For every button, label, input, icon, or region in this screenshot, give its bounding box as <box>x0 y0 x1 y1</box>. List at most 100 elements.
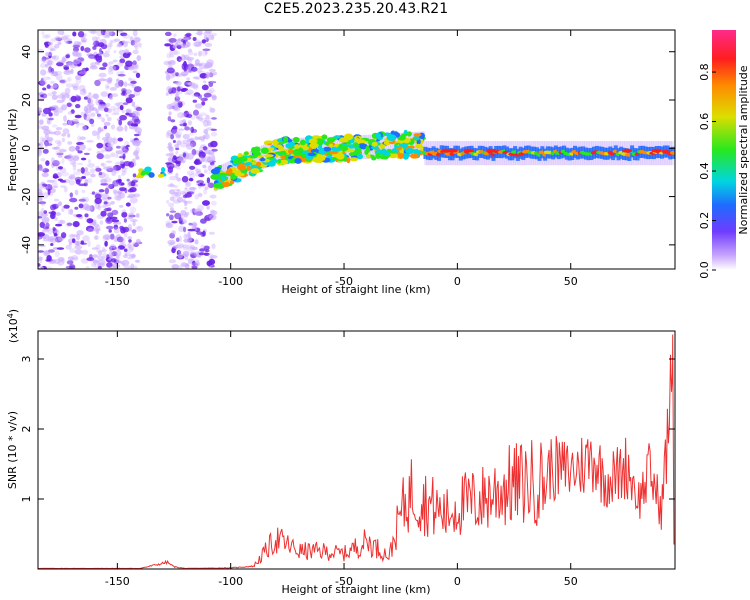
spectrogram-cell <box>256 161 262 167</box>
spectrogram-cell <box>68 241 72 246</box>
colorbar-tick-label: 0.6 <box>698 113 711 130</box>
spectrogram-cell <box>68 173 76 180</box>
spectrogram-cell <box>67 256 74 261</box>
spectrogram-cell <box>118 191 122 196</box>
spectrogram-cell <box>136 225 144 232</box>
spectrogram-cell <box>44 141 48 148</box>
spectrogram-cell <box>94 61 100 65</box>
spectrogram-cell <box>120 261 124 265</box>
spectrogram-cell <box>136 174 144 179</box>
spectrogram-cell <box>55 212 61 216</box>
spectrogram-cell <box>91 93 99 99</box>
spectrogram-cell <box>124 125 128 132</box>
spectrogram-cell <box>191 148 197 156</box>
spectrogram-cell <box>116 236 124 243</box>
spectrogram-cell <box>76 233 80 241</box>
spectrogram-cell <box>106 216 111 222</box>
spectrogram-cell <box>75 145 80 152</box>
spectrogram-cell <box>193 52 198 57</box>
spectrogram-cell <box>112 180 119 187</box>
spectrogram-cell <box>260 147 269 154</box>
spectrogram-cell <box>120 32 128 37</box>
spectrogram-cell <box>389 133 393 158</box>
spectrogram-cell <box>206 205 210 210</box>
spectrogram-cell <box>237 163 246 171</box>
snr-frame <box>37 330 676 570</box>
spectrogram-cell <box>322 146 332 152</box>
spectrogram-cell <box>101 117 105 123</box>
spectrogram-cell <box>61 31 65 36</box>
spectrogram-cell <box>198 63 203 66</box>
spectrogram-cell <box>61 137 65 143</box>
spectrogram-cell <box>336 152 345 160</box>
spectrogram-cell <box>206 59 214 66</box>
spectrogram-cell <box>187 236 193 242</box>
spectrogram-cell <box>670 151 675 155</box>
spectrogram-cell <box>207 165 212 172</box>
spectrogram-cell <box>198 252 205 256</box>
spectrogram-cell <box>119 192 125 199</box>
spectrogram-cell <box>54 250 60 258</box>
spectrogram-cell <box>182 244 189 248</box>
spectrogram-cell <box>178 264 183 269</box>
spectrogram-cell <box>72 164 77 171</box>
spectrogram-cell <box>65 69 72 73</box>
spectrogram-cell <box>107 70 114 75</box>
spectrogram-cell <box>94 193 102 200</box>
spectrogram-cell <box>109 266 117 269</box>
spectrogram-cell <box>64 93 70 99</box>
spectrogram-cell <box>148 172 155 178</box>
y-tick-label: 3 <box>20 356 33 363</box>
spectrogram-cell <box>331 146 337 152</box>
spectrogram-cell <box>50 210 57 216</box>
spectrogram-cell <box>166 103 174 110</box>
spectrogram-cell <box>101 162 105 167</box>
spectrogram-cell <box>204 42 213 47</box>
spectrogram-cell <box>267 147 275 151</box>
spectrogram-cell <box>191 265 198 269</box>
spectrogram-cell <box>103 177 112 183</box>
spectrogram-cell <box>110 152 116 157</box>
spectrogram-cell <box>185 263 190 267</box>
spectrogram-cell <box>61 157 65 164</box>
spectrogram-cell <box>81 189 86 194</box>
spectrogram-cell <box>288 148 294 155</box>
spectrogram-cell <box>67 133 71 138</box>
spectrogram-cell <box>184 181 192 188</box>
spectrogram-cell <box>124 92 129 99</box>
spectrogram-cell <box>176 130 182 138</box>
spectrogram-cell <box>40 207 45 214</box>
spectrogram-cell <box>201 84 209 91</box>
spectrogram-cell <box>165 153 174 157</box>
spectrogram-cell <box>196 67 203 73</box>
spectrogram-cell <box>54 36 61 41</box>
spectrogram-cell <box>176 140 182 146</box>
spectrogram-cell <box>175 243 185 249</box>
spectrogram-cell <box>184 92 192 96</box>
spectrogram-cell <box>203 80 207 84</box>
spectrogram-cell <box>169 175 177 181</box>
spectrogram-cell <box>49 131 56 135</box>
spectrogram-cell <box>176 177 182 182</box>
spectrogram-cell <box>348 152 355 157</box>
spectrogram-cell <box>130 219 138 222</box>
spectrogram-cell <box>79 136 86 140</box>
spectrogram-cell <box>109 95 113 100</box>
spectrogram-cell <box>56 247 65 250</box>
spectrogram-cell <box>165 132 171 139</box>
spectrogram-cell <box>95 98 100 106</box>
spectrogram-cell <box>188 222 193 226</box>
spectrogram-cell <box>50 243 54 246</box>
spectrogram-cell <box>346 157 351 164</box>
spectrogram-cell <box>102 203 108 208</box>
spectrogram-cell <box>111 251 118 257</box>
spectrogram-cell <box>53 110 60 117</box>
spectrogram-cell <box>56 62 64 67</box>
spectrogram-cell <box>299 139 306 146</box>
spectrogram-cell <box>48 41 53 46</box>
spectrogram-cell <box>171 264 180 269</box>
spectrogram-cell <box>50 48 55 52</box>
spectrogram-cell <box>63 115 67 122</box>
spectrogram-cell <box>114 102 121 107</box>
spectrogram-cell <box>203 169 208 174</box>
